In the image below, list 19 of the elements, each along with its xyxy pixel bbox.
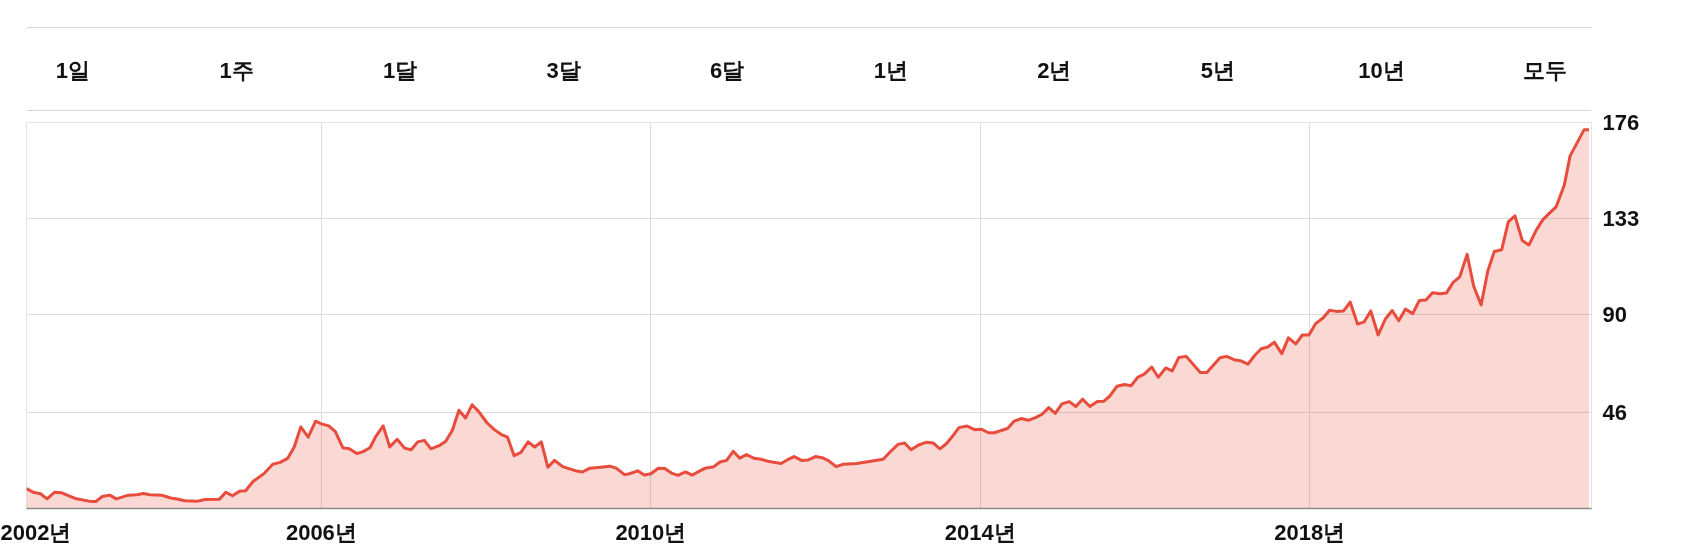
text: 3달 bbox=[546, 58, 581, 83]
text: 1년 bbox=[873, 58, 908, 83]
y-tick-label: 176 bbox=[1602, 110, 1640, 135]
text: 6달 bbox=[710, 58, 745, 83]
text: 1일 bbox=[55, 58, 91, 83]
text: 1달 bbox=[382, 58, 418, 83]
text: 5년 bbox=[1200, 58, 1236, 83]
y-tick-label: 90 bbox=[1602, 301, 1627, 327]
x-tick-label: 2010년 bbox=[615, 519, 687, 545]
y-tick-label: 133 bbox=[1602, 205, 1640, 231]
y-tick-label: 46 bbox=[1602, 399, 1627, 425]
text: 1주 bbox=[219, 58, 254, 83]
text: 2년 bbox=[1037, 58, 1072, 83]
x-tick-label: 2014년 bbox=[944, 519, 1016, 545]
x-tick-label: 2002년 bbox=[0, 519, 72, 545]
x-tick-label: 2018년 bbox=[1274, 519, 1346, 545]
x-tick-label: 2006년 bbox=[285, 519, 357, 545]
text: 10년 bbox=[1358, 58, 1405, 83]
text: 모두 bbox=[1523, 58, 1568, 83]
